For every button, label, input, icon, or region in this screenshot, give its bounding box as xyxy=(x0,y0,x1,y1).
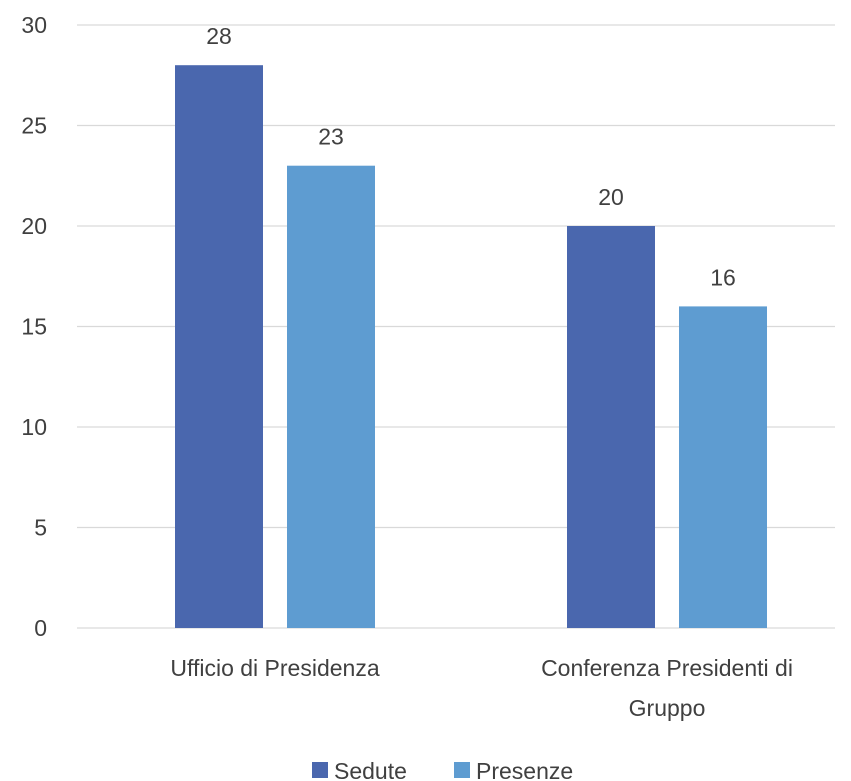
legend-label-sedute: Sedute xyxy=(334,758,407,781)
legend: Sedute Presenze xyxy=(312,758,573,781)
data-label-sedute-1: 20 xyxy=(598,184,624,210)
y-tick-label: 25 xyxy=(21,113,47,139)
legend-swatch-presenze xyxy=(454,762,470,778)
bar-sedute-1 xyxy=(567,226,655,628)
category-label: Conferenza Presidenti di xyxy=(541,655,793,681)
data-label-presenze-0: 23 xyxy=(318,124,344,150)
y-axis-ticks: 0 5 10 15 20 25 30 xyxy=(21,12,47,641)
data-labels: 28 20 23 16 xyxy=(206,23,736,290)
data-label-sedute-0: 28 xyxy=(206,23,232,49)
bar-presenze-0 xyxy=(287,165,375,628)
bars xyxy=(175,65,767,628)
legend-label-presenze: Presenze xyxy=(476,758,573,781)
data-label-presenze-1: 16 xyxy=(710,264,736,290)
y-tick-label: 0 xyxy=(34,615,47,641)
y-tick-label: 10 xyxy=(21,414,47,440)
category-label: Gruppo xyxy=(629,695,706,721)
y-tick-label: 20 xyxy=(21,213,47,239)
x-axis-categories: Ufficio di Presidenza Conferenza Presiden… xyxy=(170,655,793,721)
bar-presenze-1 xyxy=(679,306,767,628)
y-tick-label: 15 xyxy=(21,314,47,340)
bar-sedute-0 xyxy=(175,65,263,628)
legend-swatch-sedute xyxy=(312,762,328,778)
y-tick-label: 5 xyxy=(34,515,47,541)
y-tick-label: 30 xyxy=(21,12,47,38)
category-label: Ufficio di Presidenza xyxy=(170,655,379,681)
